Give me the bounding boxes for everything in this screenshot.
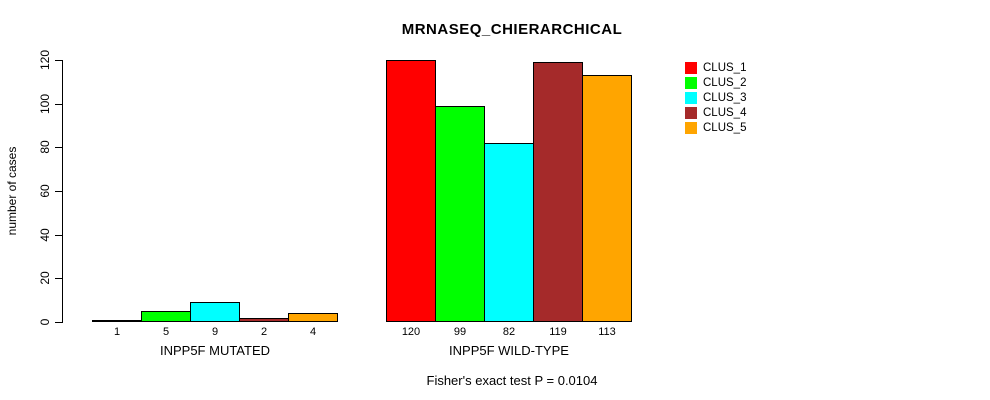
legend-color-swatch: [685, 106, 697, 119]
bar-value-label: 4: [309, 326, 317, 338]
legend-item: CLUS_1: [685, 60, 746, 75]
y-axis-tick-label: 80: [38, 140, 52, 154]
fisher-test-annotation: Fisher's exact test P = 0.0104: [426, 373, 598, 388]
legend-item-label: CLUS_3: [703, 91, 747, 104]
bar: [92, 320, 142, 322]
bar: [288, 313, 338, 322]
y-axis-tick: [55, 147, 62, 148]
y-axis-tick-label: 120: [38, 49, 52, 71]
bar-value-label: 119: [549, 326, 567, 338]
bar-value-label: 99: [453, 326, 467, 338]
legend-item-label: CLUS_5: [703, 121, 747, 134]
bar: [533, 62, 583, 322]
legend-item-label: CLUS_4: [703, 106, 747, 119]
y-axis-tick: [55, 191, 62, 192]
y-axis-tick-label: 60: [38, 184, 52, 198]
legend-item: CLUS_4: [685, 105, 746, 120]
y-axis-tick: [55, 278, 62, 279]
bar: [386, 60, 436, 322]
bar-value-label: 1: [113, 326, 121, 338]
bar-value-label: 9: [211, 326, 219, 338]
y-axis-tick: [55, 104, 62, 105]
y-axis-tick: [55, 322, 62, 323]
legend-item-label: CLUS_2: [703, 76, 747, 89]
legend-color-swatch: [685, 61, 697, 74]
bar: [141, 311, 191, 322]
legend-item: CLUS_5: [685, 120, 746, 135]
chart-title: MRNASEQ_CHIERARCHICAL: [401, 21, 623, 38]
bar-value-label: 82: [502, 326, 516, 338]
y-axis-tick-label: 40: [38, 228, 52, 242]
y-axis-title: number of cases: [5, 146, 19, 236]
legend-color-swatch: [685, 76, 697, 89]
y-axis-tick: [55, 60, 62, 61]
legend-color-swatch: [685, 121, 697, 134]
bar-value-label: 5: [162, 326, 170, 338]
y-axis-tick-label: 100: [38, 93, 52, 115]
bar: [190, 302, 240, 322]
legend: CLUS_1 CLUS_2 CLUS_3 CLUS_4 CLUS_5: [685, 60, 746, 135]
y-axis-tick-label: 20: [38, 271, 52, 285]
bar: [582, 75, 632, 322]
group-label: INPP5F MUTATED: [159, 343, 271, 358]
bar-value-label: 120: [401, 326, 421, 338]
y-axis-line: [62, 60, 63, 323]
y-axis-tick-label: 0: [38, 318, 52, 326]
bar: [239, 318, 289, 322]
bar: [484, 143, 534, 322]
legend-item: CLUS_3: [685, 90, 746, 105]
y-axis-tick: [55, 235, 62, 236]
group-label: INPP5F WILD-TYPE: [449, 343, 569, 358]
legend-item: CLUS_2: [685, 75, 746, 90]
bar-value-label: 2: [260, 326, 268, 338]
bar: [435, 106, 485, 322]
legend-color-swatch: [685, 91, 697, 104]
bar-value-label: 113: [598, 326, 616, 338]
legend-item-label: CLUS_1: [703, 61, 747, 74]
